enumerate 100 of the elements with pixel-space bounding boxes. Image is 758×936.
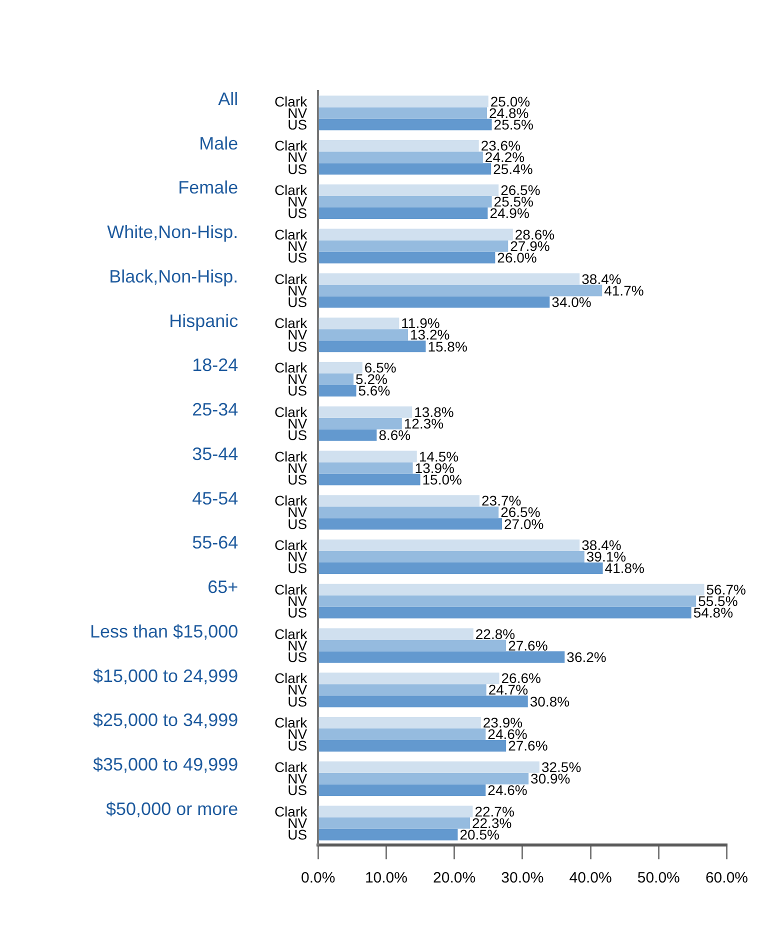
- text: Clark: [274, 270, 308, 287]
- bar: [318, 640, 506, 652]
- bar: [318, 539, 580, 551]
- y-tick-label: Male: [199, 133, 238, 154]
- bar: [318, 228, 513, 240]
- data-label: 25.0%: [490, 93, 530, 110]
- bar: [318, 240, 508, 252]
- text: Clark: [274, 803, 308, 820]
- bar: [318, 208, 488, 220]
- bar: [318, 595, 696, 607]
- text: US: [288, 782, 308, 798]
- x-tick-label: 20.0%: [433, 869, 476, 886]
- text: US: [288, 160, 308, 177]
- y-tick-label: Black,Non-Hisp.: [109, 266, 238, 286]
- x-tick-label: 40.0%: [569, 869, 612, 886]
- data-label: 22.7%: [474, 803, 514, 820]
- text: US: [288, 338, 308, 354]
- data-label: 56.7%: [706, 581, 746, 598]
- text: US: [288, 604, 308, 621]
- bar: [318, 740, 506, 752]
- bar: [318, 152, 483, 164]
- bar: [318, 273, 580, 285]
- data-label: 15.8%: [428, 338, 468, 354]
- x-tick-label: 0.0%: [301, 869, 336, 886]
- bar: [318, 385, 356, 397]
- bar: [318, 474, 420, 486]
- text: Clark: [274, 758, 308, 775]
- data-label: 22.8%: [475, 626, 516, 642]
- bar: [318, 772, 529, 784]
- text: US: [288, 205, 308, 222]
- bar: [318, 140, 479, 152]
- data-label: 13.8%: [414, 404, 454, 420]
- data-label: 38.4%: [582, 270, 622, 287]
- bar: [318, 462, 413, 474]
- bar: [318, 252, 496, 264]
- text: Clark: [274, 226, 308, 242]
- y-tick-label: Less than $15,000: [90, 621, 238, 642]
- bar: [318, 96, 488, 108]
- bar: [318, 406, 412, 418]
- y-tick-label: All: [218, 88, 238, 109]
- bar: [318, 761, 540, 773]
- bar: [318, 550, 584, 563]
- bar: [318, 716, 481, 728]
- y-tick-label: $35,000 to 49,999: [92, 754, 238, 775]
- y-tick-label: $25,000 to 34,999: [92, 710, 238, 730]
- bar: [318, 506, 499, 518]
- data-label: 8.6%: [378, 427, 411, 444]
- bar: [318, 728, 486, 740]
- data-label: 14.5%: [418, 448, 459, 464]
- y-tick-label: 18-24: [192, 355, 238, 376]
- bar: [318, 284, 602, 296]
- bar: [318, 606, 692, 618]
- bar: [318, 373, 354, 386]
- bar: [318, 518, 502, 530]
- bar: [318, 196, 492, 208]
- text: US: [288, 693, 308, 710]
- bar: [318, 163, 492, 175]
- x-tick-label: 60.0%: [705, 869, 748, 886]
- bar: [318, 495, 480, 507]
- y-tick-label: Female: [178, 178, 238, 198]
- data-label: 28.6%: [514, 226, 555, 242]
- bar: [318, 318, 400, 330]
- bar: [318, 450, 417, 462]
- y-tick-label: $15,000 to 24,999: [92, 666, 238, 686]
- bar: [318, 806, 473, 818]
- y-tick-label: Hispanic: [169, 310, 238, 331]
- bar: [318, 828, 458, 840]
- bar: [318, 628, 474, 640]
- data-label: 30.8%: [530, 693, 570, 710]
- data-label: 26.5%: [500, 504, 540, 520]
- bar: [318, 684, 486, 696]
- y-tick-label: 25-34: [192, 400, 238, 420]
- text: US: [288, 250, 308, 266]
- bar: [318, 340, 426, 352]
- bar: [318, 672, 500, 684]
- y-tick-label: 45-54: [192, 488, 238, 508]
- x-tick-label: 50.0%: [637, 869, 680, 886]
- y-tick-label: $50,000 or more: [106, 798, 238, 819]
- text: US: [288, 427, 308, 444]
- data-label: 24.6%: [488, 782, 528, 798]
- bar: [318, 296, 550, 308]
- data-label: 36.2%: [566, 648, 606, 665]
- series-label: Clark: [274, 93, 308, 110]
- bar: [318, 329, 408, 341]
- text: US: [288, 738, 308, 754]
- text: Clark: [274, 581, 308, 598]
- bar: [318, 362, 362, 374]
- bar: [318, 429, 377, 441]
- text: Clark: [274, 626, 308, 642]
- bar: [318, 784, 486, 796]
- text: Clark: [274, 404, 308, 420]
- data-label: 34.0%: [552, 294, 592, 310]
- bar: [318, 184, 499, 196]
- text: US: [288, 382, 308, 399]
- y-tick-label: White,Non-Hisp.: [107, 222, 238, 242]
- bar: [318, 562, 603, 574]
- y-tick-label: 35-44: [192, 444, 238, 464]
- x-tick-label: 10.0%: [364, 869, 408, 886]
- bar: [318, 118, 492, 130]
- x-tick-label: 30.0%: [501, 869, 544, 886]
